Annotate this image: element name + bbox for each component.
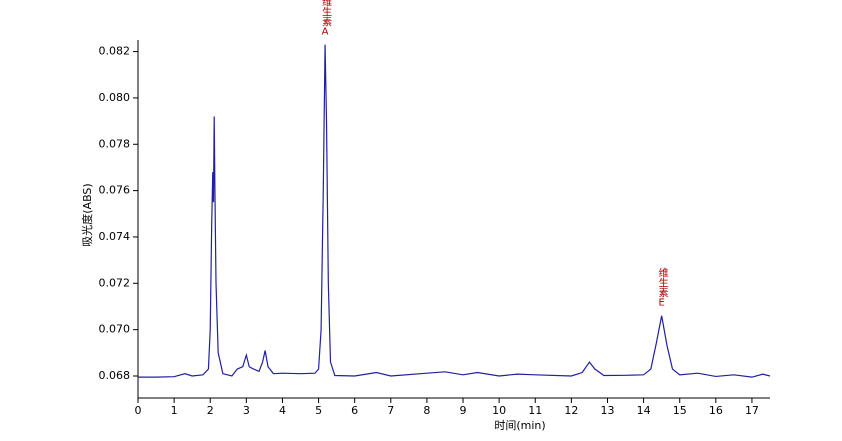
x-tick-label: 5 [315,404,322,417]
x-tick-label: 9 [460,404,467,417]
y-tick-label: 0.082 [99,45,131,58]
x-tick-label: 6 [351,404,358,417]
x-tick-label: 11 [528,404,542,417]
x-tick-label: 2 [207,404,214,417]
x-tick-label: 4 [279,404,286,417]
x-tick-label: 17 [745,404,759,417]
x-tick-label: 1 [171,404,178,417]
y-tick-label: 0.070 [99,323,131,336]
x-tick-label: 15 [673,404,687,417]
data-line [138,44,771,378]
y-tick-label: 0.080 [99,91,131,104]
x-tick-label: 16 [709,404,723,417]
x-tick-label: 14 [637,404,651,417]
y-tick-label: 0.068 [99,369,131,382]
x-tick-label: 0 [135,404,142,417]
y-tick-label: 0.072 [99,276,131,289]
peak-annotation: 维生素A [320,0,332,38]
x-tick-label: 10 [492,404,506,417]
x-tick-label: 7 [387,404,394,417]
peak-annotation: 维生素E [656,267,668,309]
x-tick-label: 12 [564,404,578,417]
y-tick-label: 0.078 [99,137,131,150]
x-tick-label: 8 [423,404,430,417]
x-axis-label: 时间(min) [494,419,545,432]
y-tick-label: 0.074 [99,230,131,243]
x-tick-label: 3 [243,404,250,417]
y-axis-label: 吸光度(ABS) [80,183,94,246]
y-tick-label: 0.076 [99,184,131,197]
x-tick-label: 13 [600,404,614,417]
